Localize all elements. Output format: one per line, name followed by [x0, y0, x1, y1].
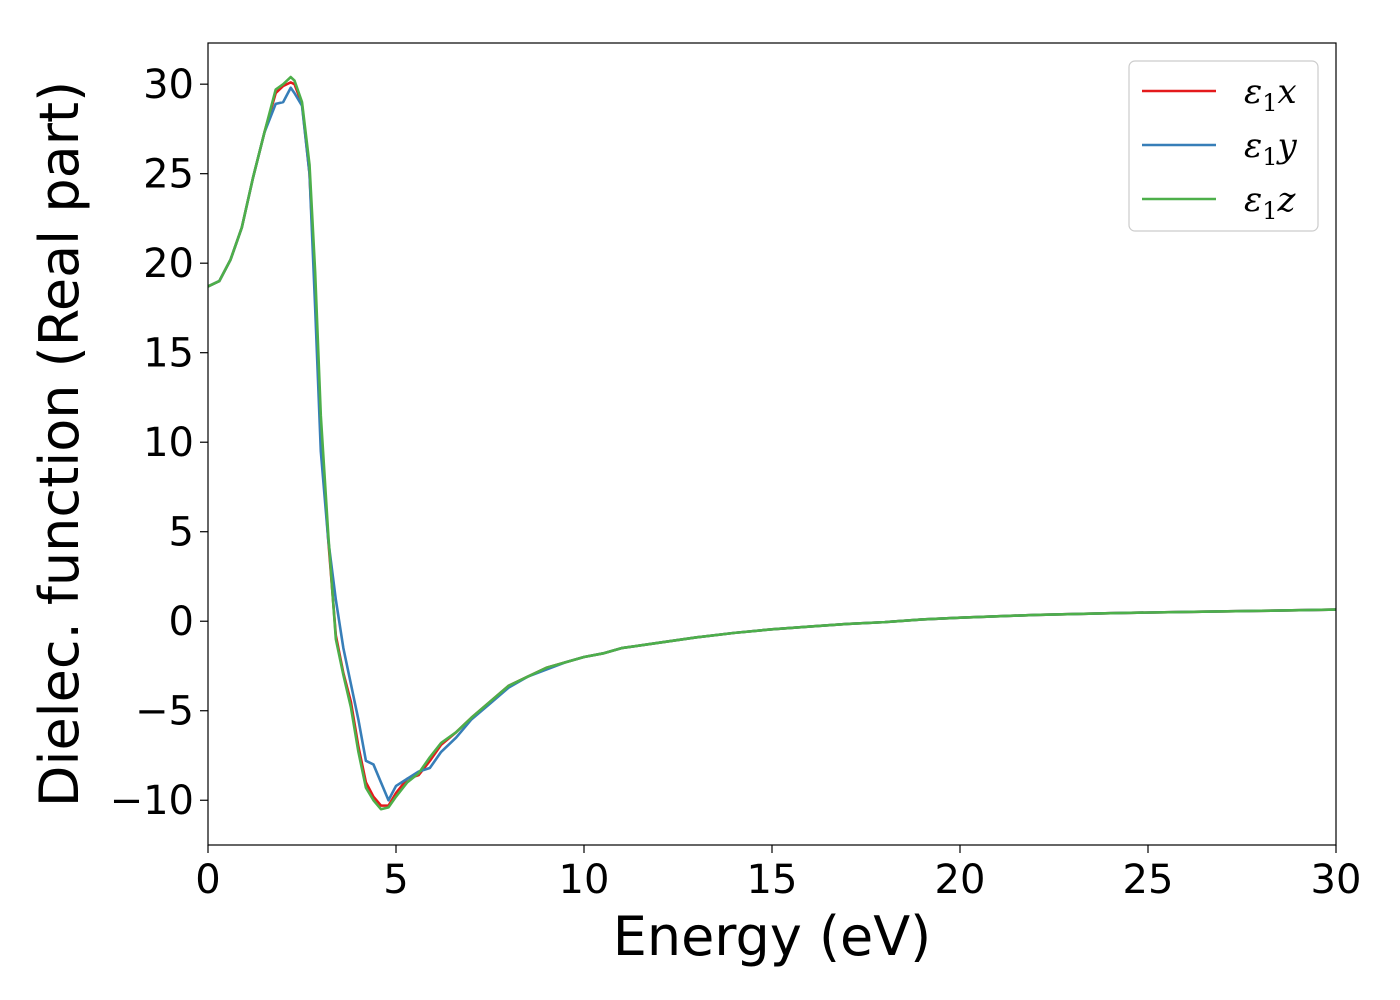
legend-symbol: ε: [1244, 126, 1262, 166]
x-tick-label: 15: [747, 857, 798, 903]
legend-label-x: ε1x: [1244, 72, 1297, 117]
series-layer: [207, 75, 1337, 811]
x-tick-label: 25: [1123, 857, 1174, 903]
x-tick-label: 20: [935, 857, 986, 903]
legend-label-z: ε1z: [1244, 180, 1297, 225]
y-tick-label: −10: [110, 778, 194, 824]
series-line-z: [207, 75, 1337, 811]
y-tick-label: 0: [169, 599, 194, 645]
x-tick-label: 30: [1311, 857, 1362, 903]
y-tick-label: 5: [169, 510, 194, 556]
legend-symbol: ε: [1244, 180, 1262, 220]
legend-subscript: 1: [1262, 197, 1277, 225]
legend-symbol: ε: [1244, 72, 1262, 112]
y-tick-label: 20: [143, 241, 194, 287]
legend-subscript: 1: [1262, 143, 1277, 171]
y-tick-label: 30: [143, 62, 194, 108]
legend-suffix: z: [1277, 180, 1297, 220]
legend-box: [1128, 60, 1319, 232]
y-tick-label: −5: [135, 689, 194, 735]
y-tick-label: 10: [143, 420, 194, 466]
legend-suffix: y: [1276, 126, 1298, 166]
y-tick-label: 15: [143, 331, 194, 377]
legend-suffix: x: [1278, 72, 1297, 112]
y-axis: −10 −5 0 5 10 15 20 25 30: [110, 62, 208, 824]
x-axis-title: Energy (eV): [613, 905, 932, 968]
x-axis: 0 5 10 15 20 25 30: [195, 845, 1361, 903]
x-tick-label: 10: [559, 857, 610, 903]
x-tick-label: 5: [383, 857, 408, 903]
y-tick-label: 25: [143, 152, 194, 198]
legend-subscript: 1: [1262, 89, 1277, 117]
legend-label-y: ε1y: [1244, 126, 1298, 171]
x-tick-label: 0: [195, 857, 220, 903]
y-axis-title: Dielec. function (Real part): [28, 81, 91, 807]
